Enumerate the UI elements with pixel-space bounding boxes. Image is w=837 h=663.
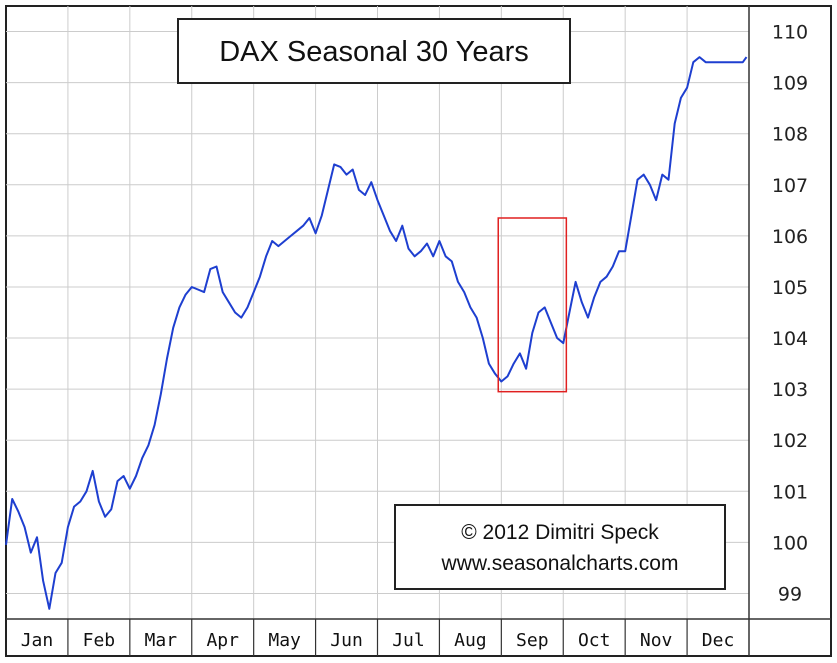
y-tick-label-104: 104 bbox=[772, 328, 808, 350]
x-tick-label-oct: Oct bbox=[578, 630, 611, 651]
x-tick-label-nov: Nov bbox=[640, 630, 673, 651]
x-tick-label-jan: Jan bbox=[21, 630, 54, 651]
series-line bbox=[5, 56, 748, 610]
y-tick-label-108: 108 bbox=[772, 124, 808, 146]
y-tick-label-102: 102 bbox=[772, 430, 808, 452]
plot-border bbox=[6, 6, 831, 656]
x-tick-label-jun: Jun bbox=[330, 630, 363, 651]
x-tick-label-dec: Dec bbox=[702, 630, 735, 651]
y-axis: 99 100 101 102 103 104 105 106 107 108 109 110 bbox=[772, 22, 808, 606]
x-tick-label-sep: Sep bbox=[516, 630, 549, 651]
y-tick-label-105: 105 bbox=[772, 277, 808, 299]
grid-lines bbox=[6, 6, 749, 619]
y-tick-label-107: 107 bbox=[772, 175, 808, 197]
credit-line-1: © 2012 Dimitri Speck bbox=[461, 521, 659, 544]
y-tick-label-101: 101 bbox=[772, 481, 808, 503]
y-tick-label-109: 109 bbox=[772, 73, 808, 95]
credit-line-2: www.seasonalcharts.com bbox=[441, 552, 679, 575]
y-tick-label-110: 110 bbox=[772, 22, 808, 44]
highlight-rectangle bbox=[497, 217, 568, 393]
x-tick-label-jul: Jul bbox=[392, 630, 425, 651]
x-tick-label-may: May bbox=[268, 630, 301, 651]
chart-title: DAX Seasonal 30 Years bbox=[219, 36, 529, 68]
credit-box: © 2012 Dimitri Speck www.seasonalcharts.… bbox=[394, 504, 726, 590]
x-tick-label-feb: Feb bbox=[83, 630, 116, 651]
y-tick-label-106: 106 bbox=[772, 226, 808, 248]
x-tick-label-aug: Aug bbox=[454, 630, 487, 651]
y-tick-label-100: 100 bbox=[772, 532, 808, 554]
x-tick-label-apr: Apr bbox=[206, 630, 239, 651]
x-tick-label-mar: Mar bbox=[145, 630, 178, 651]
title-box: DAX Seasonal 30 Years bbox=[177, 18, 571, 84]
y-tick-label-99: 99 bbox=[778, 583, 802, 605]
y-tick-label-103: 103 bbox=[772, 379, 808, 401]
x-axis: Jan Feb Mar Apr May Jun Jul Aug Sep Oct Nov Dec bbox=[21, 619, 735, 656]
